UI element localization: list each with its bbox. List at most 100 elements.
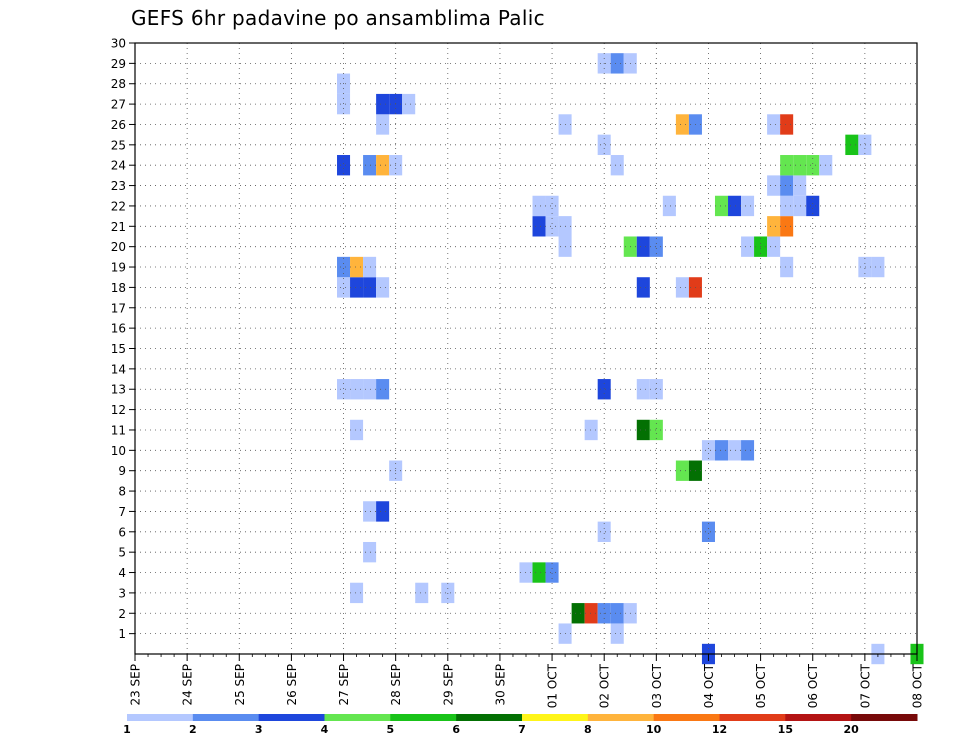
heatmap-cell — [337, 256, 351, 278]
y-tick-label: 4 — [118, 566, 126, 580]
colorbar-swatch — [456, 714, 523, 721]
heatmap-cell — [441, 582, 455, 604]
heatmap-cell — [415, 582, 429, 604]
heatmap-cell — [767, 236, 781, 257]
y-tick-label: 3 — [118, 586, 126, 600]
heatmap-cell — [780, 195, 794, 217]
heatmap-cell — [793, 195, 807, 217]
x-tick-label: 07 OCT — [858, 663, 872, 708]
heatmap-cell — [597, 134, 611, 156]
x-axis: 23 SEP 24 SEP 25 SEP 26 SEP 27 SEP 28 SEP 29 S… — [129, 654, 925, 708]
heatmap-cell — [532, 195, 546, 217]
heatmap-cell — [714, 195, 729, 217]
x-tick-label: 04 OCT — [702, 663, 716, 708]
y-tick-label: 2 — [118, 607, 126, 621]
y-tick-label: 22 — [111, 199, 126, 213]
y-tick-label: 28 — [111, 77, 126, 91]
heatmap-cells — [337, 53, 924, 665]
x-tick-label: 29 SEP — [441, 664, 455, 706]
heatmap-cell — [767, 216, 781, 237]
x-tick-label: 30 SEP — [493, 664, 507, 706]
heatmap-cell — [662, 195, 676, 217]
heatmap-cell — [363, 277, 377, 298]
y-tick-label: 13 — [111, 383, 126, 397]
colorbar-swatch — [785, 714, 852, 721]
y-tick-label: 23 — [111, 179, 126, 193]
colorbar-label: 1 — [123, 723, 131, 736]
heatmap-cell — [806, 155, 820, 176]
colorbar-label: 7 — [518, 723, 526, 736]
y-tick-label: 27 — [111, 98, 126, 112]
y-tick-label: 10 — [111, 444, 126, 458]
y-axis: 1234567891011121314151617181920212223242… — [111, 37, 135, 641]
y-tick-label: 8 — [118, 485, 126, 499]
heatmap-cell — [376, 155, 390, 176]
x-tick-label: 25 SEP — [233, 664, 247, 706]
heatmap-cell — [780, 216, 794, 237]
heatmap-cell — [780, 175, 794, 196]
y-tick-label: 21 — [111, 220, 126, 234]
heatmap-cell — [767, 175, 781, 196]
heatmap-cell — [701, 521, 715, 542]
heatmap-cell — [350, 582, 364, 604]
heatmap-cell — [376, 114, 390, 135]
heatmap-cell — [675, 114, 689, 135]
colorbar-label: 6 — [452, 723, 460, 736]
y-tick-label: 6 — [118, 525, 126, 539]
colorbar-swatch — [390, 714, 457, 721]
heatmap-cell — [610, 603, 624, 624]
heatmap-cell — [741, 236, 755, 257]
colorbar-swatch — [522, 714, 589, 721]
y-tick-label: 18 — [111, 281, 126, 295]
grid-lines — [135, 43, 917, 654]
heatmap-cell — [649, 236, 663, 257]
y-tick-label: 20 — [111, 240, 126, 254]
x-tick-label: 06 OCT — [806, 663, 820, 708]
colorbar-swatch — [719, 714, 786, 721]
y-tick-label: 19 — [111, 261, 126, 275]
y-tick-label: 9 — [118, 464, 126, 478]
heatmap-cell — [350, 419, 364, 441]
heatmap-cell — [793, 155, 807, 176]
y-tick-label: 16 — [111, 322, 126, 336]
heatmap-cell — [649, 379, 663, 400]
heatmap-cell — [337, 277, 351, 298]
heatmap-cell — [806, 195, 820, 217]
heatmap-cell — [376, 379, 390, 400]
heatmap-cell — [858, 256, 872, 278]
colorbar-label: 2 — [189, 723, 197, 736]
x-tick-label: 23 SEP — [129, 664, 143, 706]
y-tick-label: 11 — [111, 423, 126, 437]
y-tick-label: 17 — [111, 301, 126, 315]
heatmap-cell — [649, 419, 663, 441]
heatmap-cell — [363, 379, 377, 400]
colorbar-label: 20 — [844, 723, 860, 736]
heatmap-cell — [714, 440, 729, 461]
heatmap-cell — [793, 175, 807, 196]
heatmap-cell — [741, 195, 755, 217]
heatmap-cell — [532, 562, 546, 583]
y-tick-label: 29 — [111, 57, 126, 71]
heatmap-cell — [350, 256, 364, 278]
heatmap-cell — [767, 114, 781, 135]
heatmap-cell — [597, 521, 611, 542]
heatmap-cell — [363, 541, 377, 563]
colorbar-label: 5 — [387, 723, 395, 736]
heatmap-cell — [363, 501, 377, 522]
colorbar-label: 8 — [584, 723, 592, 736]
heatmap-cell — [363, 256, 377, 278]
x-tick-label: 03 OCT — [650, 663, 664, 708]
heatmap-cell — [636, 277, 650, 298]
colorbar-swatch — [587, 714, 655, 721]
heatmap-cell — [584, 603, 598, 624]
y-tick-label: 25 — [111, 138, 126, 152]
y-tick-label: 5 — [118, 546, 126, 560]
heatmap-cell — [337, 379, 351, 400]
colorbar-swatch — [653, 714, 720, 721]
heatmap-cell — [376, 277, 390, 298]
y-tick-label: 7 — [118, 505, 126, 519]
heatmap-cell — [350, 379, 364, 400]
heatmap-cell — [701, 440, 715, 461]
x-tick-label: 08 OCT — [911, 663, 925, 708]
